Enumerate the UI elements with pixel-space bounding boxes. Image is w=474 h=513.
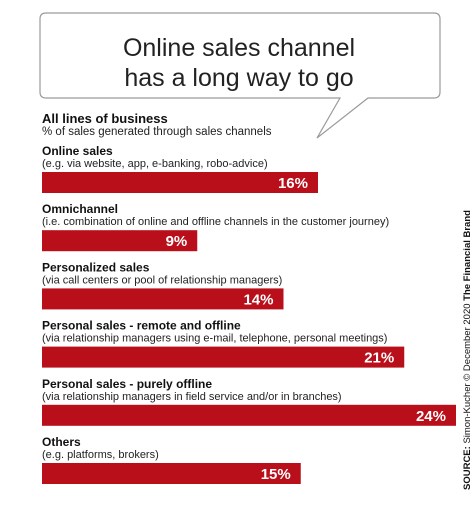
category-description: (e.g. via website, app, e-banking, robo-… — [42, 158, 268, 170]
chart-title: All lines of business — [42, 111, 168, 126]
category-label: Others — [42, 435, 81, 449]
bar — [42, 288, 284, 310]
callout-title-line-1: Online sales channel — [122, 34, 356, 62]
bar-value-label: 24% — [416, 408, 446, 425]
chart-subtitle: % of sales generated through sales chann… — [42, 126, 272, 138]
source-brand: The Financial Brand — [462, 210, 473, 301]
category-description: (i.e. combination of online and offline … — [42, 216, 389, 228]
bar-value-label: 16% — [278, 175, 308, 192]
bar-value-label: 9% — [166, 233, 188, 250]
category-label: Personal sales - purely offline — [42, 377, 212, 391]
callout-bubble: Online sales channel has a long way to g… — [0, 0, 474, 140]
category-description: (via relationship managers using e-mail,… — [42, 333, 387, 345]
callout-bubble-shape — [39, 12, 441, 139]
category-label: Personal sales - remote and offline — [42, 319, 241, 333]
bar — [42, 230, 198, 252]
category-description: (via call centers or pool of relationshi… — [42, 274, 282, 286]
source-label: SOURCE: — [462, 446, 473, 490]
bar — [42, 404, 456, 426]
category-description: (e.g. platforms, brokers) — [42, 449, 159, 461]
bar-value-label: 15% — [261, 466, 291, 483]
source-note: SOURCE: Simon-Kucher © December 2020 The… — [462, 210, 473, 490]
category-label: Omnichannel — [42, 202, 118, 216]
bar — [42, 172, 318, 193]
source-text: Simon-Kucher © December 2020 — [462, 300, 473, 447]
category-description: (via relationship managers in field serv… — [42, 391, 342, 403]
bar-value-label: 14% — [243, 291, 273, 308]
bar — [42, 463, 301, 484]
bar-value-label: 21% — [364, 350, 394, 367]
callout-title-line-2: has a long way to go — [124, 64, 354, 92]
category-label: Online sales — [42, 144, 113, 158]
bar — [42, 346, 405, 368]
category-label: Personalized sales — [42, 260, 150, 274]
